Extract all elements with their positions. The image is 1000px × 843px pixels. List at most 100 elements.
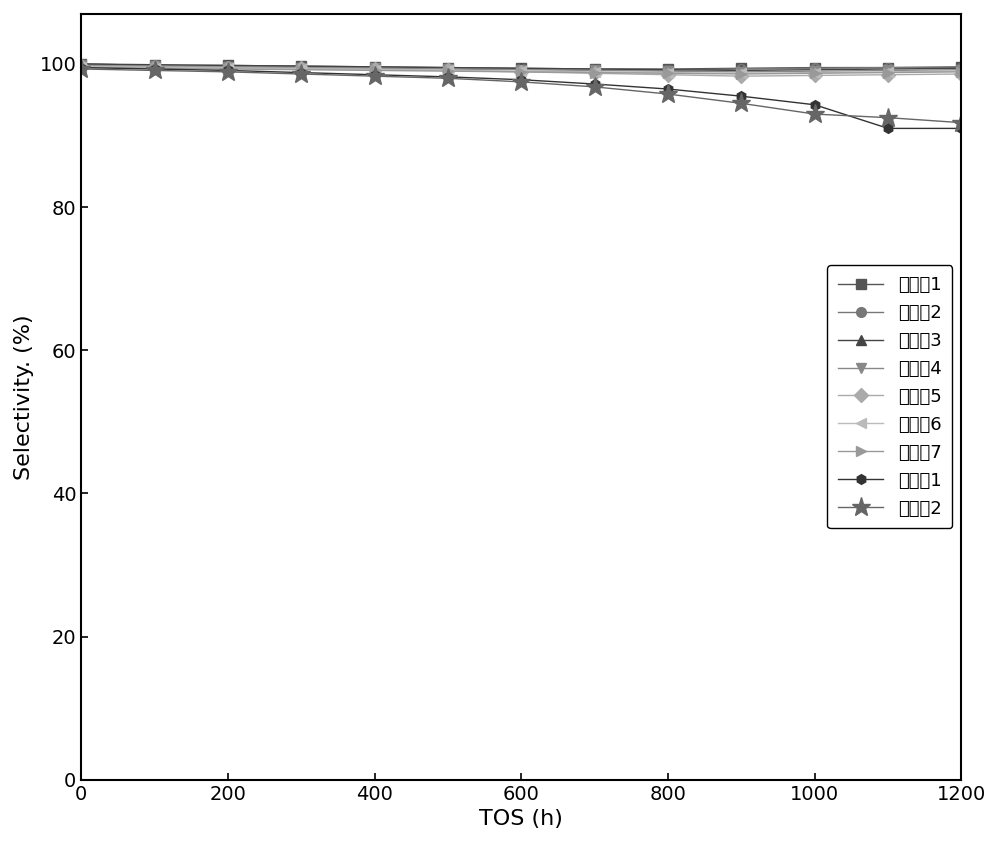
实施入7: [955, 67, 967, 77]
实施入5: [295, 63, 307, 73]
对比入2: [515, 77, 527, 87]
实施入7: [882, 67, 894, 78]
实施入5: [222, 62, 234, 72]
实施入2: [369, 62, 381, 72]
实施入3: [369, 62, 381, 72]
实施入1: [295, 61, 307, 71]
实施入1: [735, 63, 747, 73]
实施入4: [442, 64, 454, 74]
实施入1: [589, 64, 601, 74]
实施入2: [589, 65, 601, 75]
实施入7: [515, 67, 527, 77]
实施入5: [75, 61, 87, 71]
实施入1: [442, 62, 454, 72]
实施入2: [442, 63, 454, 73]
Line: 实施入2: 实施入2: [76, 59, 966, 75]
对比入2: [735, 99, 747, 109]
实施入3: [442, 62, 454, 72]
对比入2: [149, 66, 161, 76]
实施入7: [442, 66, 454, 76]
实施入1: [149, 61, 161, 71]
实施入6: [662, 67, 674, 78]
对比入1: [735, 91, 747, 101]
实施入6: [515, 66, 527, 76]
Line: 对比入1: 对比入1: [76, 62, 966, 133]
实施入4: [809, 66, 821, 76]
实施入6: [955, 66, 967, 76]
实施入2: [149, 61, 161, 71]
实施入2: [222, 61, 234, 71]
实施入1: [515, 63, 527, 73]
实施入7: [295, 65, 307, 75]
实施入6: [442, 66, 454, 76]
Line: 实施入6: 实施入6: [76, 62, 966, 78]
实施入5: [735, 71, 747, 81]
实施入7: [149, 63, 161, 73]
Line: 对比入2: 对比入2: [71, 59, 971, 132]
对比入2: [369, 71, 381, 81]
实施入7: [662, 68, 674, 78]
实施入3: [882, 64, 894, 74]
实施入2: [735, 64, 747, 74]
Line: 实施入7: 实施入7: [76, 62, 966, 79]
对比入2: [809, 109, 821, 119]
实施入1: [809, 62, 821, 72]
实施入1: [882, 62, 894, 72]
对比入2: [222, 67, 234, 77]
实施入2: [809, 63, 821, 73]
实施入6: [809, 67, 821, 78]
实施入6: [222, 63, 234, 73]
对比入1: [589, 79, 601, 89]
实施入4: [369, 63, 381, 73]
实施入1: [369, 62, 381, 72]
对比入1: [75, 62, 87, 72]
实施入3: [662, 65, 674, 75]
实施入1: [75, 59, 87, 69]
对比入2: [882, 113, 894, 123]
实施入5: [955, 69, 967, 79]
实施入7: [222, 64, 234, 74]
实施入6: [369, 65, 381, 75]
实施入3: [809, 65, 821, 75]
实施入6: [735, 68, 747, 78]
实施入3: [515, 63, 527, 73]
实施入4: [955, 65, 967, 75]
对比入1: [515, 75, 527, 85]
实施入2: [75, 59, 87, 69]
实施入2: [295, 62, 307, 72]
对比入2: [75, 64, 87, 74]
实施入6: [295, 64, 307, 74]
Line: 实施入1: 实施入1: [76, 59, 966, 74]
实施入5: [882, 70, 894, 80]
实施入3: [589, 64, 601, 74]
实施入4: [222, 62, 234, 72]
实施入2: [662, 66, 674, 76]
实施入2: [955, 62, 967, 72]
对比入1: [222, 66, 234, 76]
实施入1: [955, 62, 967, 72]
实施入4: [589, 66, 601, 76]
对比入2: [442, 73, 454, 83]
实施入7: [589, 67, 601, 78]
Line: 实施入4: 实施入4: [76, 61, 966, 77]
实施入6: [75, 62, 87, 72]
实施入5: [809, 70, 821, 80]
实施入4: [735, 67, 747, 77]
对比入1: [955, 123, 967, 133]
实施入4: [295, 62, 307, 72]
Y-axis label: Selectivity. (%): Selectivity. (%): [14, 314, 34, 480]
实施入5: [442, 66, 454, 76]
实施入5: [369, 64, 381, 74]
实施入1: [662, 64, 674, 74]
实施入5: [589, 68, 601, 78]
实施入4: [149, 61, 161, 71]
实施入3: [955, 63, 967, 73]
实施入1: [222, 61, 234, 71]
X-axis label: TOS (h): TOS (h): [479, 809, 563, 830]
对比入1: [149, 64, 161, 74]
Legend: 实施入1, 实施入2, 实施入3, 实施入4, 实施入5, 实施入6, 实施入7, 对比入1, 对比入2: 实施入1, 实施入2, 实施入3, 实施入4, 实施入5, 实施入6, 实施入7…: [827, 266, 952, 529]
实施入3: [295, 61, 307, 71]
实施入3: [735, 66, 747, 76]
实施入4: [75, 61, 87, 71]
实施入3: [222, 61, 234, 71]
